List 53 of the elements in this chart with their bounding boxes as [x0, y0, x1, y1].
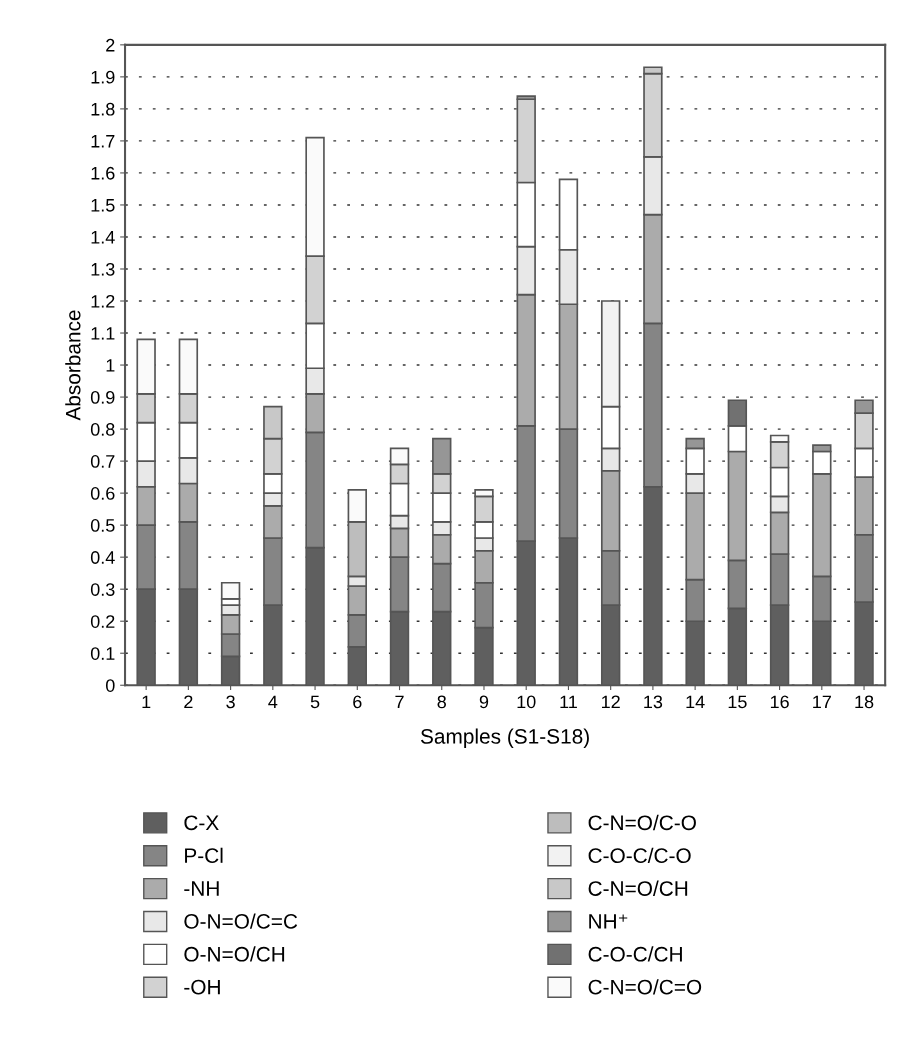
legend-label: C-N=O/C-O	[588, 814, 696, 831]
y-tick-label: 0.8	[90, 423, 115, 436]
legend-label: NH⁺	[589, 914, 628, 929]
legend-label: C-N=O/CH	[588, 880, 688, 896]
y-tick-label: 1.5	[91, 199, 115, 212]
x-tick-label: 8	[437, 695, 446, 709]
x-tick-label: 13	[644, 695, 663, 709]
y-tick-label: 1.6	[91, 166, 115, 180]
x-tick-label: 11	[560, 695, 577, 709]
y-tick-label: 1.7	[91, 135, 115, 148]
x-tick-label: 3	[226, 695, 235, 709]
x-tick-label: 16	[770, 695, 789, 709]
legend-label: C-N=O/C=O	[588, 979, 702, 995]
y-tick-label: 0.4	[90, 551, 115, 564]
y-tick-label: 0.2	[90, 615, 115, 628]
y-tick-label: 0.1	[90, 647, 115, 660]
y-tick-label: 1.1	[91, 327, 115, 340]
y-axis-title: Absorbance	[65, 310, 81, 421]
x-tick-label: 7	[395, 695, 404, 709]
y-tick-label: 0.7	[90, 455, 115, 468]
legend-label: O-N=O/C=C	[184, 913, 298, 929]
y-tick-label: 0.3	[90, 583, 115, 596]
legend-label: O-N=O/CH	[184, 946, 285, 962]
x-tick-label: 6	[353, 695, 362, 709]
y-tick-label: 1	[106, 359, 115, 372]
legend-label: -OH	[184, 979, 220, 995]
y-tick-label: 1.9	[91, 70, 115, 84]
y-tick-label: 1.4	[91, 231, 115, 244]
y-tick-label: 1.3	[91, 262, 115, 276]
x-tick-label: 17	[813, 695, 831, 709]
x-tick-label: 1	[142, 695, 151, 709]
x-tick-label: 10	[517, 695, 536, 709]
x-tick-label: 4	[268, 695, 278, 709]
y-tick-label: 2	[106, 38, 115, 52]
x-tick-label: 15	[728, 695, 747, 709]
x-tick-label: 12	[602, 695, 620, 709]
y-tick-label: 1.2	[91, 294, 115, 308]
legend-label: C-O-C/CH	[588, 946, 682, 962]
y-tick-label: 0.9	[90, 391, 115, 404]
legend-label: C-X	[184, 815, 219, 831]
x-tick-label: 2	[184, 695, 193, 709]
x-tick-label: 9	[479, 695, 489, 709]
y-tick-label: 0.5	[90, 519, 115, 532]
y-tick-label: 0.6	[90, 487, 115, 500]
x-axis-title: Samples (S1-S18)	[420, 728, 589, 748]
x-tick-label: 14	[686, 695, 705, 709]
x-tick-label: 5	[310, 695, 320, 709]
x-tick-label: 18	[855, 695, 874, 709]
legend-label: -NH	[184, 881, 219, 896]
y-tick-label: 0	[105, 679, 115, 692]
legend-label: C-O-C/C-O	[588, 847, 691, 864]
y-tick-label: 1.8	[91, 102, 115, 116]
legend-label: P-Cl	[185, 847, 223, 864]
